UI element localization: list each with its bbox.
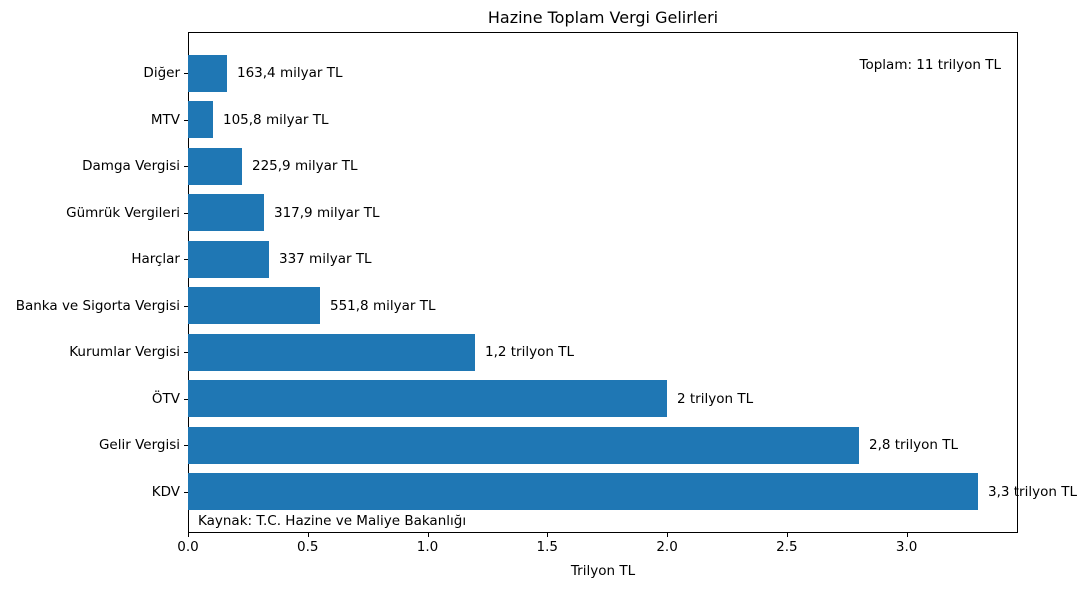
- bar-value-label-6: 1,2 trilyon TL: [485, 344, 574, 361]
- y-axis-label-8: Gelir Vergisi: [98, 437, 180, 454]
- bar-value-label-1: 105,8 milyar TL: [223, 111, 329, 128]
- total-annotation: Toplam: 11 trilyon TL: [859, 57, 1001, 73]
- bar-2: [188, 148, 242, 185]
- y-axis-label-7: ÖTV: [151, 390, 180, 407]
- y-axis-label-6: Kurumlar Vergisi: [69, 344, 180, 361]
- x-tick-mark-5: [787, 533, 788, 537]
- x-axis-title: Trilyon TL: [570, 563, 636, 579]
- y-axis-label-2: Damga Vergisi: [82, 158, 180, 175]
- y-tick-mark-6: [184, 352, 188, 353]
- bar-5: [188, 287, 320, 324]
- y-tick-mark-8: [184, 445, 188, 446]
- x-tick-label-0: 0.0: [177, 539, 199, 555]
- x-tick-label-3: 1.5: [536, 539, 559, 555]
- y-tick-mark-2: [184, 166, 188, 167]
- bar-7: [188, 380, 667, 417]
- x-tick-mark-2: [428, 533, 429, 537]
- bar-value-label-2: 225,9 milyar TL: [252, 158, 358, 175]
- x-tick-mark-6: [907, 533, 908, 537]
- x-tick-mark-4: [667, 533, 668, 537]
- bar-8: [188, 427, 859, 464]
- bar-6: [188, 334, 475, 371]
- y-axis-label-9: KDV: [151, 483, 180, 500]
- y-axis-label-3: Gümrük Vergileri: [66, 204, 180, 221]
- bar-value-label-7: 2 trilyon TL: [677, 390, 754, 407]
- bar-9: [188, 473, 978, 510]
- y-tick-mark-3: [184, 213, 188, 214]
- bar-4: [188, 241, 269, 278]
- bar-value-label-4: 337 milyar TL: [279, 251, 372, 268]
- y-axis-label-5: Banka ve Sigorta Vergisi: [15, 297, 180, 314]
- bar-value-label-0: 163,4 milyar TL: [237, 65, 343, 82]
- x-tick-mark-1: [308, 533, 309, 537]
- x-tick-label-2: 1.0: [416, 539, 439, 555]
- source-note: Kaynak: T.C. Hazine ve Maliye Bakanlığı: [198, 513, 467, 529]
- bar-1: [188, 101, 213, 138]
- y-axis-label-4: Harçlar: [131, 251, 180, 268]
- y-axis-label-0: Diğer: [143, 65, 180, 82]
- bar-3: [188, 194, 264, 231]
- x-tick-label-1: 0.5: [297, 539, 319, 555]
- bar-0: [188, 55, 227, 92]
- y-tick-mark-9: [184, 492, 188, 493]
- bar-value-label-9: 3,3 trilyon TL: [988, 483, 1077, 500]
- y-axis-label-1: MTV: [150, 111, 180, 128]
- y-tick-mark-1: [184, 120, 188, 121]
- bar-value-label-8: 2,8 trilyon TL: [869, 437, 958, 454]
- x-tick-label-6: 3.0: [895, 539, 918, 555]
- x-tick-mark-0: [188, 533, 189, 537]
- bar-value-label-3: 317,9 milyar TL: [274, 204, 380, 221]
- x-tick-label-5: 2.5: [776, 539, 798, 555]
- y-tick-mark-7: [184, 399, 188, 400]
- y-tick-mark-5: [184, 306, 188, 307]
- y-tick-mark-4: [184, 259, 188, 260]
- x-tick-label-4: 2.0: [656, 539, 678, 555]
- bar-value-label-5: 551,8 milyar TL: [330, 297, 436, 314]
- x-tick-mark-3: [547, 533, 548, 537]
- y-tick-mark-0: [184, 73, 188, 74]
- chart-title: Hazine Toplam Vergi Gelirleri: [487, 8, 719, 27]
